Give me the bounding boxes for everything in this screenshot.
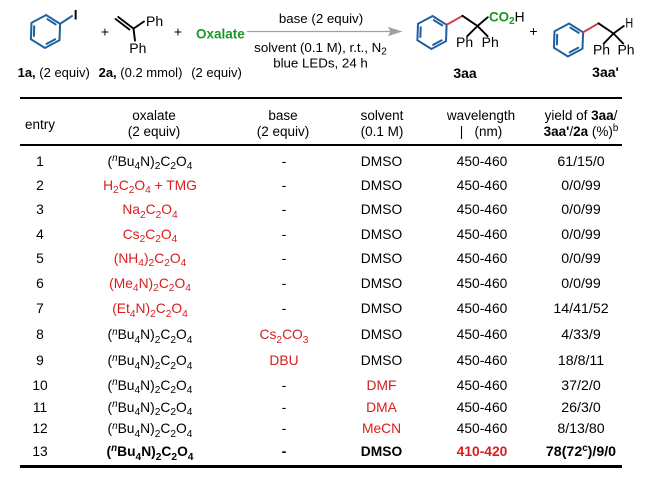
svg-text:3aa: 3aa	[453, 65, 477, 81]
svg-text:I: I	[74, 8, 78, 23]
svg-text:2a, (0.2 mmol): 2a, (0.2 mmol)	[99, 65, 183, 80]
svg-text:solvent (0.1 M), r.t., N2: solvent (0.1 M), r.t., N2	[254, 40, 387, 58]
svg-text:+: +	[174, 24, 182, 40]
svg-text:Oxalate: Oxalate	[196, 27, 245, 42]
svg-text:Ph: Ph	[482, 34, 499, 50]
svg-text:H: H	[625, 16, 633, 31]
svg-text:Ph: Ph	[617, 41, 634, 57]
svg-text:Ph: Ph	[146, 13, 163, 29]
svg-text:1a, (2 equiv): 1a, (2 equiv)	[18, 65, 90, 80]
svg-text:Ph: Ph	[593, 41, 610, 57]
svg-text:CO2H: CO2H	[489, 10, 525, 28]
svg-text:3aa': 3aa'	[592, 64, 619, 80]
svg-text:Ph: Ph	[129, 40, 146, 56]
svg-text:base (2 equiv): base (2 equiv)	[279, 11, 363, 26]
svg-text:+: +	[101, 24, 109, 40]
svg-text:+: +	[529, 23, 537, 39]
svg-text:Ph: Ph	[456, 34, 473, 50]
svg-text:blue LEDs, 24 h: blue LEDs, 24 h	[273, 56, 368, 71]
svg-text:(2 equiv): (2 equiv)	[191, 65, 242, 80]
